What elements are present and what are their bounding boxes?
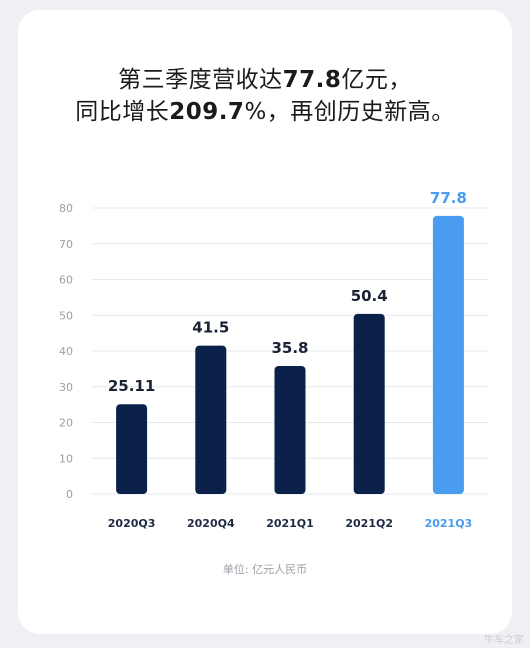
- headline-text: 同比增长: [75, 99, 170, 125]
- x-tick-label: 2020Q4: [187, 517, 235, 530]
- x-tick-label: 2021Q3: [425, 517, 473, 530]
- headline-line-1: 第三季度营收达77.8亿元，: [0, 60, 530, 94]
- headline-revenue-value: 77.8: [282, 67, 342, 93]
- bar: [353, 313, 385, 494]
- y-tick-label: 10: [59, 452, 73, 465]
- data-label: 77.8: [430, 189, 467, 207]
- y-tick-label: 0: [66, 488, 73, 501]
- headline-text: 第三季度营收达: [118, 67, 283, 93]
- unit-note: 单位: 亿元人民币: [222, 563, 308, 576]
- y-tick-label: 20: [59, 417, 73, 430]
- x-tick-label: 2020Q3: [108, 517, 156, 530]
- bar: [432, 215, 464, 495]
- chart-card: [18, 10, 512, 634]
- y-tick-label: 30: [59, 381, 73, 394]
- headline-text: %，再创历史新高。: [244, 99, 455, 125]
- data-label: 41.5: [192, 319, 229, 337]
- bar: [195, 345, 227, 494]
- data-label: 25.11: [108, 377, 155, 395]
- y-tick-label: 50: [59, 309, 73, 322]
- data-label: 50.4: [351, 287, 388, 305]
- bar: [116, 404, 148, 494]
- y-tick-label: 80: [59, 202, 73, 215]
- headline-text: 亿元，: [341, 67, 412, 93]
- bar: [274, 366, 306, 494]
- y-tick-label: 70: [59, 238, 73, 251]
- watermark: 牛车之家: [484, 635, 524, 646]
- x-tick-label: 2021Q1: [266, 517, 314, 530]
- data-label: 35.8: [271, 339, 308, 357]
- y-tick-label: 60: [59, 274, 73, 287]
- headline-growth-value: 209.7: [169, 99, 245, 125]
- headline-line-2: 同比增长209.7%，再创历史新高。: [0, 92, 530, 126]
- y-tick-label: 40: [59, 345, 73, 358]
- x-tick-label: 2021Q2: [345, 517, 393, 530]
